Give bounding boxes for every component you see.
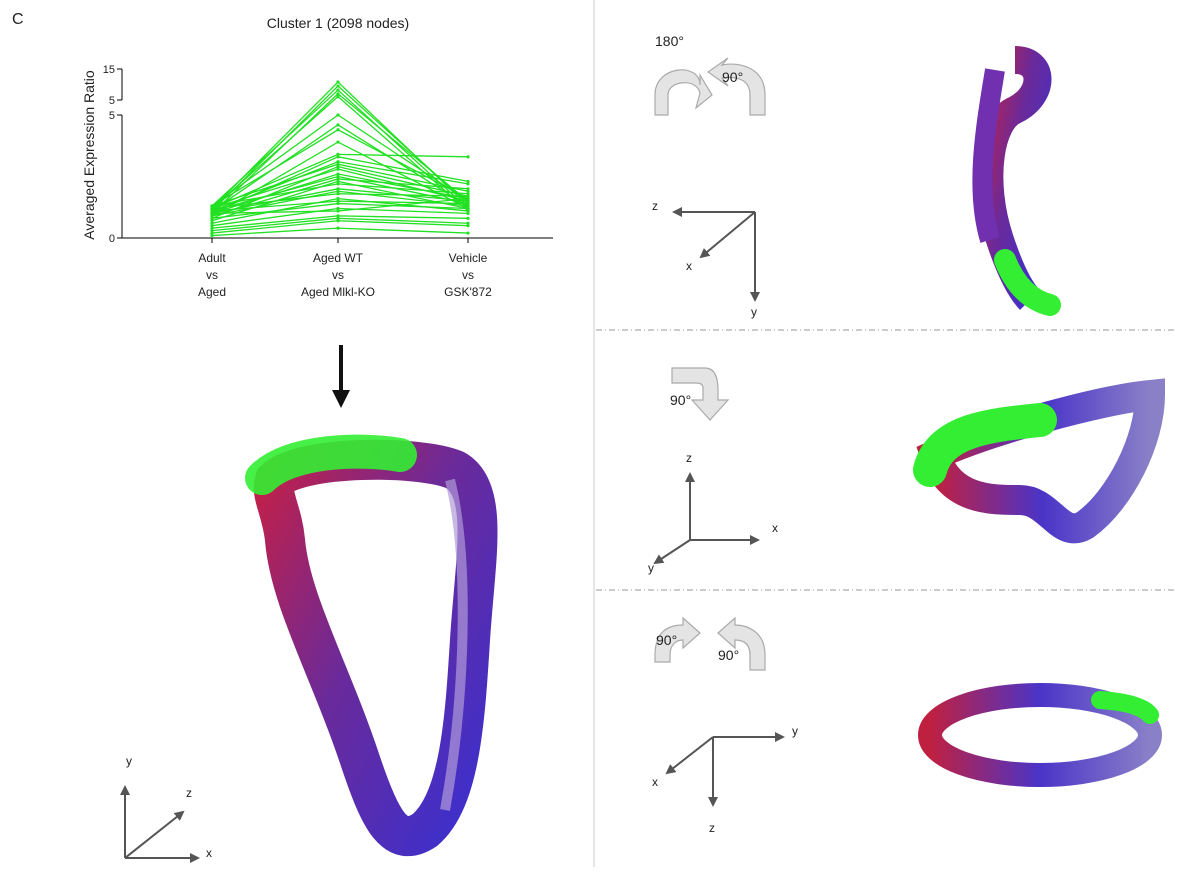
network-render (930, 395, 1150, 528)
data-point (336, 219, 339, 222)
data-point (336, 80, 339, 83)
data-point (466, 212, 469, 215)
data-point (336, 177, 339, 180)
x-tick-label: Aged Mlkl-KO (301, 285, 375, 299)
data-point (336, 113, 339, 116)
axis-label: z (652, 199, 658, 213)
axis-label: x (772, 521, 778, 535)
x-tick-label: Aged WT (313, 251, 364, 265)
rotation-label: 180° (655, 33, 684, 49)
y-tick-label: 5 (109, 110, 115, 122)
data-point (466, 231, 469, 234)
network-render (982, 60, 1050, 305)
axis-label: y (792, 724, 798, 738)
axis-label: x (686, 259, 692, 273)
rotation-arrow (655, 70, 712, 115)
data-point (336, 123, 339, 126)
data-point (336, 182, 339, 185)
axis-glyph (701, 212, 755, 257)
data-point (336, 128, 339, 131)
y-tick-label: 5 (109, 95, 115, 107)
rotation-label: 90° (718, 647, 739, 663)
x-tick-label: vs (332, 268, 344, 282)
rotation-arrow (708, 58, 765, 115)
data-point (336, 227, 339, 230)
axis-glyph (667, 737, 713, 773)
data-point (466, 200, 469, 203)
x-tick-label: GSK'872 (444, 285, 492, 299)
data-point (466, 187, 469, 190)
axis-label: x (206, 846, 212, 860)
panel-label: C (12, 11, 24, 28)
axis-label: z (186, 786, 192, 800)
data-point (336, 95, 339, 98)
axis-label: z (709, 821, 715, 835)
data-point (336, 202, 339, 205)
data-point (466, 217, 469, 220)
data-point (466, 207, 469, 210)
data-point (466, 224, 469, 227)
data-point (210, 214, 213, 217)
rotation-label: 90° (722, 69, 743, 85)
axis-label: y (648, 561, 654, 575)
data-point (336, 209, 339, 212)
y-tick-label: 0 (109, 233, 115, 245)
data-point (336, 92, 339, 95)
axis-label: z (686, 451, 692, 465)
data-point (336, 140, 339, 143)
y-tick-label: 15 (103, 64, 115, 76)
data-point (336, 168, 339, 171)
x-tick-label: Aged (198, 285, 226, 299)
network-render (930, 695, 1150, 775)
data-point (336, 88, 339, 91)
y-axis-label: Averaged Expression Ratio (81, 70, 97, 240)
axis-label: x (652, 775, 658, 789)
series-line (212, 130, 468, 206)
data-point (336, 192, 339, 195)
data-point (336, 84, 339, 87)
chart-title: Cluster 1 (2098 nodes) (267, 15, 409, 31)
chart: 0 5 5 15 Adult vs Aged Aged WT vs Aged Mlkl-KO Veh… (103, 64, 553, 299)
arrow (332, 390, 350, 408)
data-point (210, 234, 213, 237)
rotation-label: 90° (656, 632, 677, 648)
axis-label: y (126, 754, 132, 768)
axis-glyph (655, 540, 690, 563)
data-point (210, 204, 213, 207)
data-point (466, 182, 469, 185)
x-tick-label: Adult (198, 251, 226, 265)
rotation-label: 90° (670, 392, 691, 408)
network-render (262, 452, 478, 837)
x-tick-label: vs (206, 268, 218, 282)
figure: C Cluster 1 (2098 nodes) Averaged Expres… (0, 0, 1177, 867)
data-point (466, 155, 469, 158)
data-point (336, 155, 339, 158)
x-tick-label: vs (462, 268, 474, 282)
axis-label: y (751, 305, 757, 319)
x-tick-label: Vehicle (449, 251, 488, 265)
